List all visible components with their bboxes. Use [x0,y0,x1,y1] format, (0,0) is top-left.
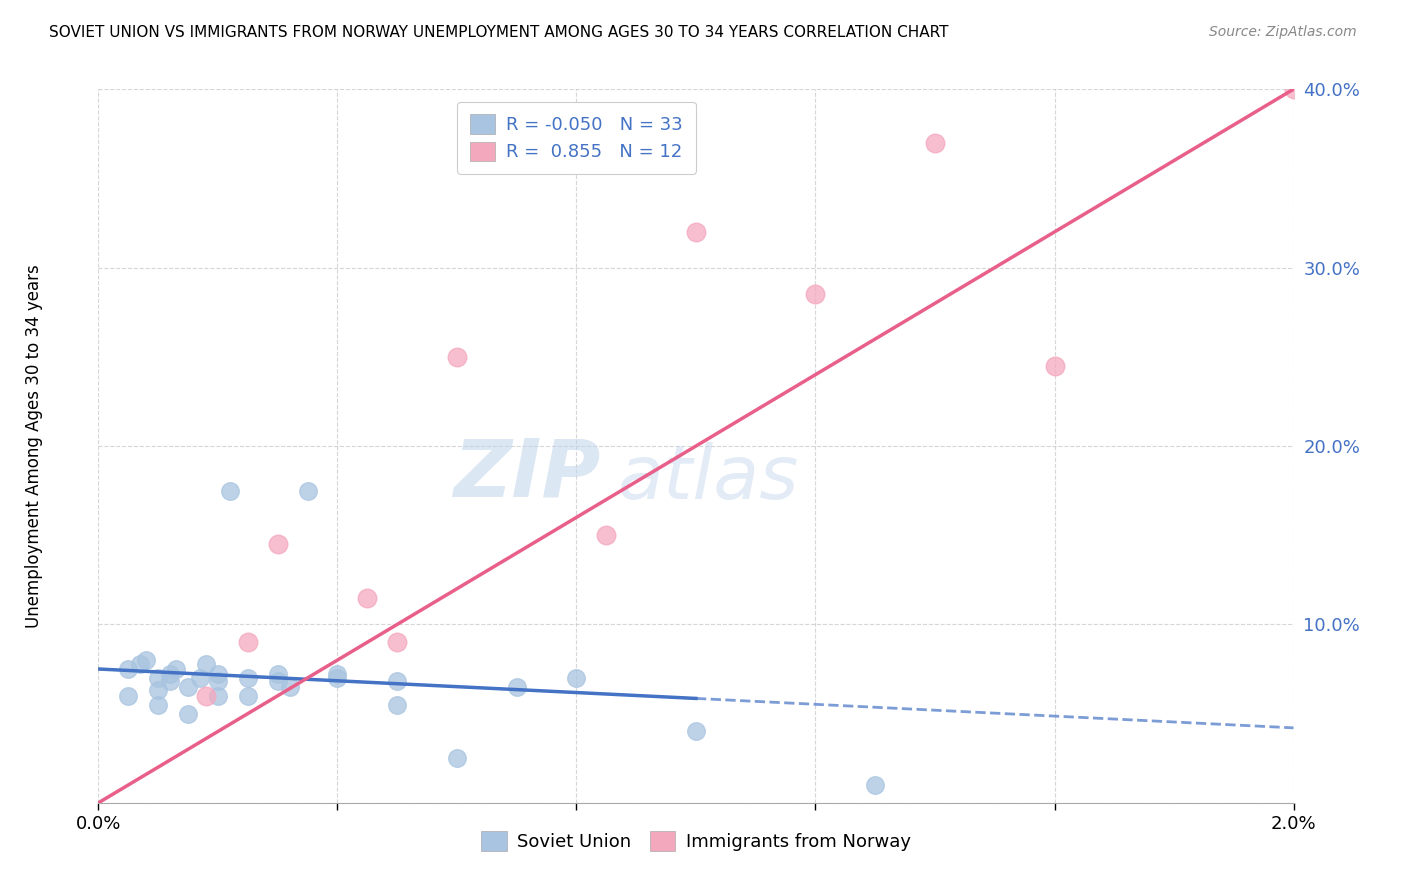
Text: SOVIET UNION VS IMMIGRANTS FROM NORWAY UNEMPLOYMENT AMONG AGES 30 TO 34 YEARS CO: SOVIET UNION VS IMMIGRANTS FROM NORWAY U… [49,25,949,40]
Point [326,671,349,685]
Point [1282,82,1305,96]
Point [385,635,409,649]
Point [446,350,468,364]
Point [159,667,181,681]
Point [148,671,170,685]
Point [195,689,218,703]
Point [165,662,187,676]
Point [297,483,319,498]
Point [446,751,468,765]
Legend: Soviet Union, Immigrants from Norway: Soviet Union, Immigrants from Norway [474,823,918,858]
Point [804,287,827,301]
Point [236,689,259,703]
Point [685,225,707,239]
Point [159,674,181,689]
Point [267,537,290,551]
Point [188,671,211,685]
Point [1043,359,1066,373]
Point [385,698,409,712]
Point [195,657,218,671]
Point [595,528,617,542]
Point [267,667,290,681]
Point [685,724,707,739]
Point [129,657,152,671]
Y-axis label: Unemployment Among Ages 30 to 34 years: Unemployment Among Ages 30 to 34 years [25,264,42,628]
Point [117,689,139,703]
Point [326,667,349,681]
Point [148,698,170,712]
Point [177,706,200,721]
Point [236,635,259,649]
Point [565,671,588,685]
Text: atlas: atlas [619,442,800,514]
Point [278,680,301,694]
Point [356,591,378,605]
Point [267,674,290,689]
Point [177,680,200,694]
Point [924,136,946,150]
Point [219,483,242,498]
Point [207,667,229,681]
Text: ZIP: ZIP [453,435,600,514]
Point [236,671,259,685]
Point [135,653,157,667]
Point [865,778,887,792]
Point [117,662,139,676]
Point [148,683,170,698]
Point [207,689,229,703]
Point [506,680,529,694]
Point [385,674,409,689]
Text: Source: ZipAtlas.com: Source: ZipAtlas.com [1209,25,1357,39]
Point [207,674,229,689]
